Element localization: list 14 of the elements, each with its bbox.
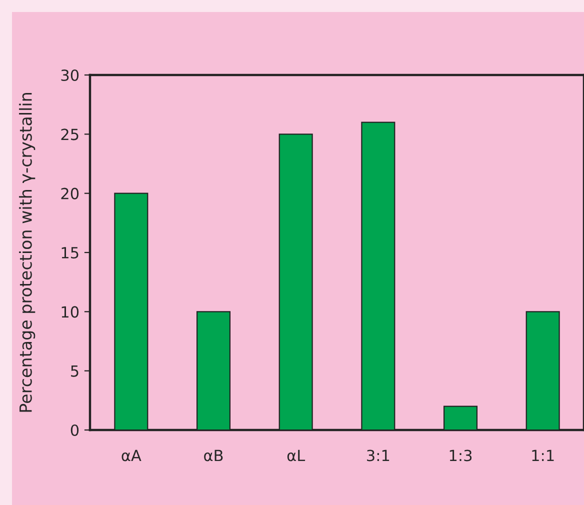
y-tick-label: 0 bbox=[70, 424, 79, 436]
y-tick-label: 10 bbox=[62, 306, 79, 318]
x-tick-label: 1:3 bbox=[450, 450, 472, 462]
x-tick-label: αL bbox=[287, 450, 306, 462]
y-tick-label: 30 bbox=[61, 69, 79, 82]
x-tick-label: αB bbox=[204, 450, 223, 462]
y-tick-label: 15 bbox=[62, 247, 78, 259]
y-tick-label: 5 bbox=[71, 366, 78, 377]
y-axis-title: Percentage protection with γ-crystallin bbox=[19, 93, 36, 412]
x-tick-label: 1:1 bbox=[532, 450, 554, 462]
x-tick-label: 3:1 bbox=[367, 450, 390, 462]
y-tick-label: 20 bbox=[61, 188, 79, 200]
x-tick-label: αA bbox=[122, 450, 142, 462]
y-tick-label: 25 bbox=[61, 128, 78, 140]
